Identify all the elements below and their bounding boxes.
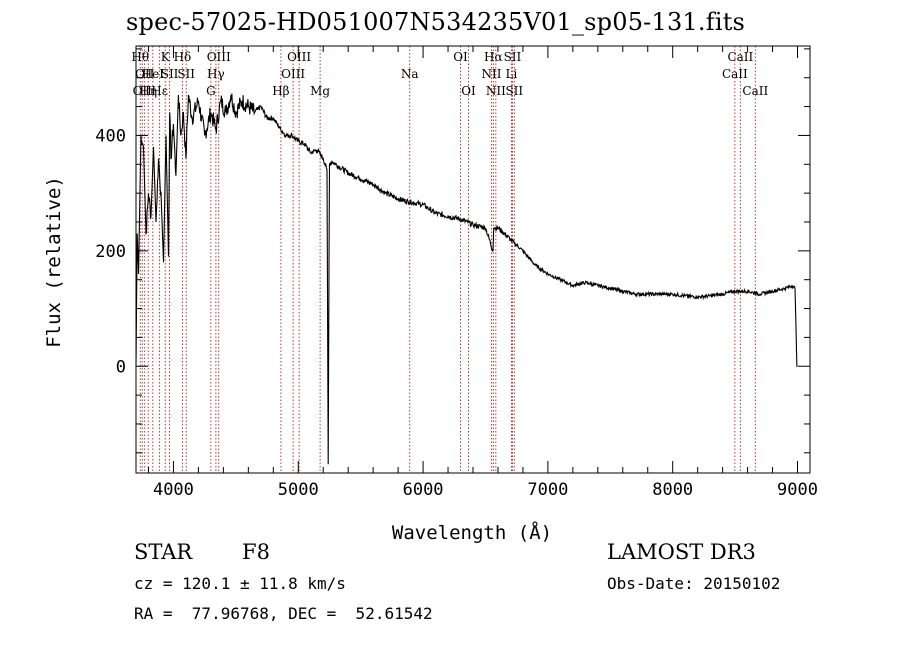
coordinates: RA = 77.96768, DEC = 52.61542 — [134, 604, 433, 623]
flux-series-line — [135, 93, 798, 465]
spectral-line-label: OIII — [287, 50, 311, 64]
spectral-line-label: Hα — [484, 50, 503, 64]
spectral-line-label: SII — [161, 67, 179, 81]
spectral-line-label: SII — [177, 67, 195, 81]
observation-date: Obs-Date: 20150102 — [607, 574, 781, 593]
spectral-line-label: G — [206, 84, 216, 98]
spectral-line-labels: HθOIIOIIHηHeIHεKSIIHδSIIGHγOIIIHβOIIIOII… — [131, 50, 768, 98]
spectral-line-label: Hδ — [174, 50, 192, 64]
x-tick-label: 9000 — [777, 480, 818, 500]
x-tick-label: 4000 — [153, 480, 194, 500]
spectral-line-label: NII — [481, 67, 501, 81]
spectral-line-label: OI — [461, 84, 476, 98]
spectral-line-label: HeI — [142, 67, 165, 81]
spectral-line-label: OIII — [281, 67, 305, 81]
spectral-line-label: K — [161, 50, 171, 64]
spectral-line-label: Mg — [310, 84, 330, 98]
x-axis-label: Wavelength (Å) — [391, 522, 553, 544]
spectral-line-label: OIII — [207, 50, 231, 64]
spectral-line-label: SII — [504, 50, 522, 64]
y-tick-label: 200 — [95, 242, 126, 262]
x-tick-label: 7000 — [527, 480, 568, 500]
spectral-line-label: OII — [133, 84, 153, 98]
spectral-subclass: F8 — [242, 540, 270, 564]
spectral-line-label: CaII — [727, 50, 753, 64]
y-tick-label: 0 — [116, 357, 126, 377]
spectral-line-label: Hη — [139, 84, 157, 98]
spectral-line-label: NII — [486, 84, 506, 98]
spectral-line-label: Hβ — [272, 84, 289, 98]
redshift-cz: cz = 120.1 ± 11.8 km/s — [134, 574, 346, 593]
x-axis-ticks: 4000 5000 6000 7000 8000 9000 — [147, 46, 818, 500]
spectral-line-label: CaII — [742, 84, 768, 98]
spectral-line-label: Hε — [151, 84, 168, 98]
spectral-line-label: Li — [506, 67, 518, 81]
survey-name: LAMOST DR3 — [607, 540, 756, 564]
spectral-line-label: Na — [401, 67, 419, 81]
spectral-line-label: OI — [453, 50, 468, 64]
y-axis-ticks: 0 200 400 — [95, 48, 810, 454]
spectral-line-label: Hθ — [131, 50, 149, 64]
spectral-line-markers — [139, 46, 756, 473]
x-tick-label: 6000 — [403, 480, 444, 500]
x-tick-label: 8000 — [652, 480, 693, 500]
y-axis-label: Flux (relative) — [43, 176, 65, 348]
object-class: STAR — [134, 540, 193, 564]
spectral-line-label: CaII — [722, 67, 748, 81]
chart-title: spec-57025-HD051007N534235V01_sp05-131.f… — [126, 8, 746, 36]
spectral-line-label: SII — [505, 84, 523, 98]
x-tick-label: 5000 — [278, 480, 319, 500]
spectral-line-label: Hγ — [207, 67, 225, 81]
y-tick-label: 400 — [95, 126, 126, 146]
